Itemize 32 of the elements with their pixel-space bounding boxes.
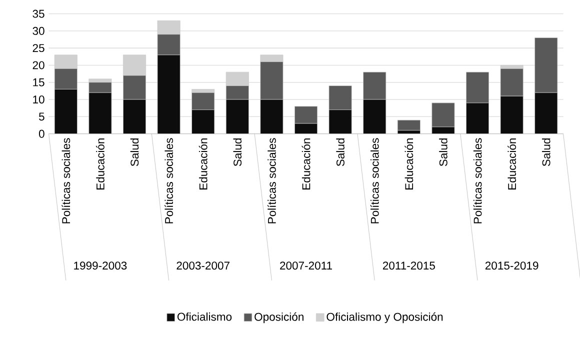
text: 2007-2011 [280,261,332,270]
y-tick-label: 20 [32,61,44,69]
x-tick-label: Salud [439,138,448,166]
x-tick-label: Salud [336,138,344,166]
x-tick-label: Educación [96,138,104,190]
y-tick-label: 10 [33,95,44,104]
text: 1999-2003 [74,261,127,270]
x-tick-label: Políticas sociales [268,138,276,224]
legend-label: Oposición [254,312,304,323]
y-tick-label: 35 [32,10,44,18]
x-tick-label: Políticas sociales [370,138,379,224]
legend-label: Oficialismo [177,312,232,321]
x-tick-label: Educación [198,138,208,190]
x-tick-label: Salud [130,138,139,166]
x-tick-label: Salud [542,138,550,166]
x-tick-label: Educación [404,138,414,190]
x-tick-label: Políticas sociales [164,138,174,224]
y-tick-label: 25 [32,44,44,52]
x-tick-label: Educación [302,138,310,190]
y-tick-label: 15 [33,78,44,86]
text: 2011-2015 [382,261,435,270]
y-tick-label: 5 [38,112,44,120]
x-tick-label: Salud [233,138,242,166]
y-tick-label: 30 [32,26,44,35]
text: 2015-2019 [485,261,538,270]
text: 2003-2007 [176,261,230,270]
legend-label: Oficialismo y Oposición [326,312,443,323]
x-tick-label: Políticas sociales [62,138,70,224]
x-tick-label: Educación [508,138,516,190]
x-tick-label: Políticas sociales [473,138,482,224]
y-tick-label: 0 [38,130,44,138]
bar [397,120,420,130]
